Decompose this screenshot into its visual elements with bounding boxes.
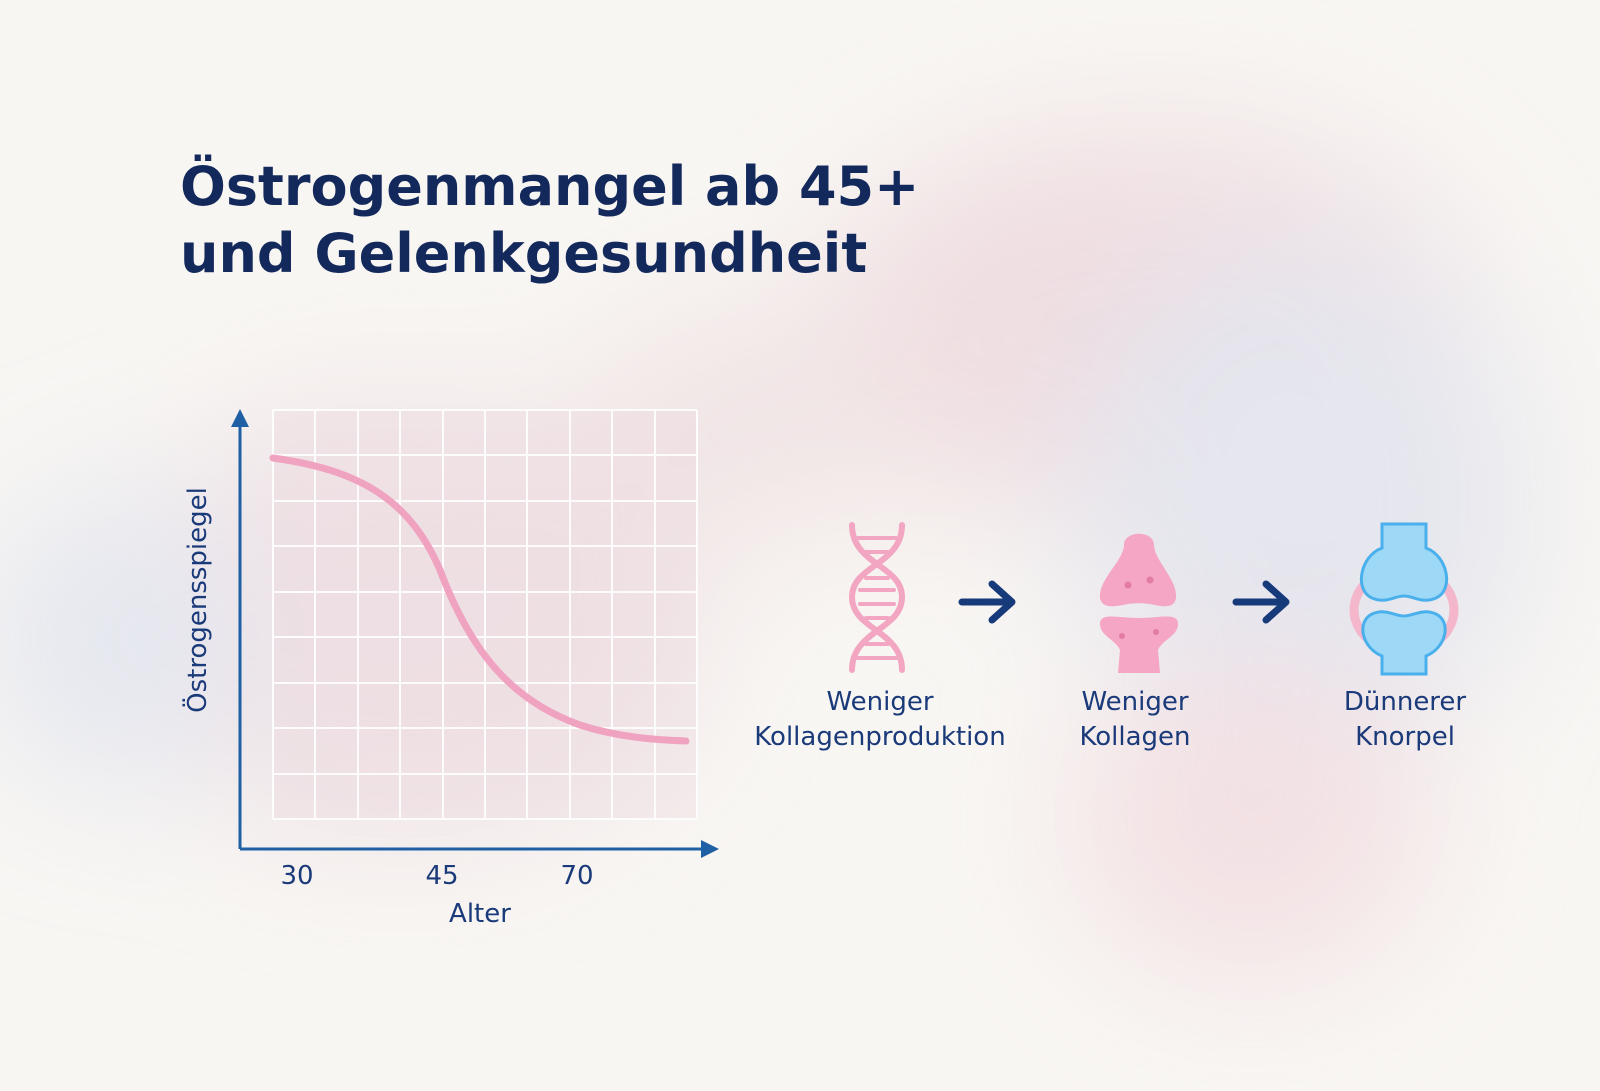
step-label: Weniger bbox=[1081, 687, 1188, 717]
step-label: Kollagenproduktion bbox=[754, 722, 1005, 752]
decline-curve bbox=[269, 454, 690, 745]
x-axis-label: Alter bbox=[449, 899, 511, 929]
dna-icon bbox=[848, 522, 906, 673]
y-axis-label: Östrogensspiegel bbox=[181, 487, 213, 713]
arrow bbox=[1232, 580, 1290, 624]
knee-icon bbox=[1349, 522, 1459, 676]
grid bbox=[272, 409, 698, 820]
step-label: Kollagen bbox=[1079, 722, 1190, 752]
step-label: Dünnerer bbox=[1344, 687, 1467, 717]
x-tick-label: 45 bbox=[425, 861, 458, 891]
x-tick-label: 70 bbox=[560, 861, 593, 891]
title-line: Östrogenmangel ab 45+ bbox=[180, 155, 919, 218]
x-tick-label: 30 bbox=[280, 861, 313, 891]
step-label: Knorpel bbox=[1355, 722, 1455, 752]
arrow bbox=[958, 580, 1016, 624]
step-label: Weniger bbox=[826, 687, 933, 717]
title-line: und Gelenkgesundheit bbox=[180, 222, 867, 285]
chart: 30 45 70 Alter Östrogensspiegel bbox=[181, 409, 719, 929]
joint-icon bbox=[1099, 533, 1178, 673]
